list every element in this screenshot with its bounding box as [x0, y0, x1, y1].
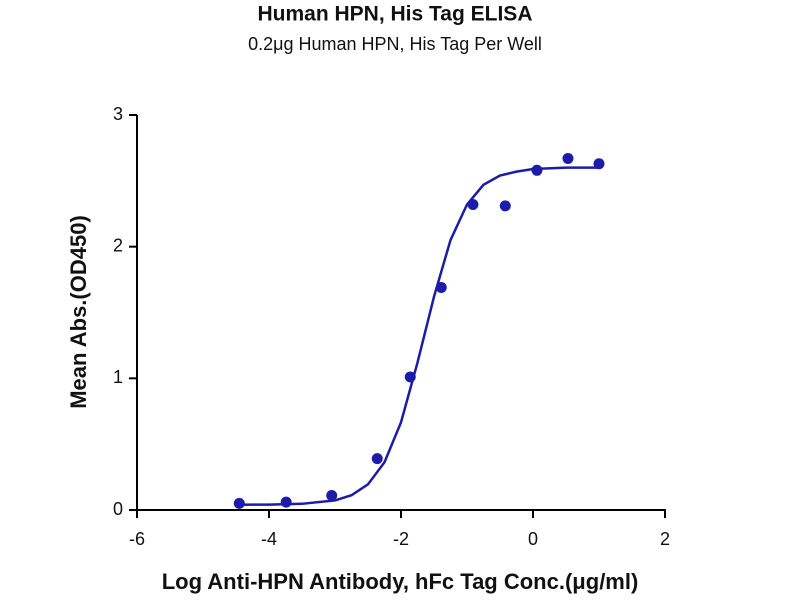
data-point: [371, 453, 383, 465]
x-tick-label: -2: [393, 529, 409, 549]
chart-subtitle: 0.2μg Human HPN, His Tag Per Well: [248, 34, 542, 54]
x-tick-label: 0: [528, 529, 538, 549]
x-axis-title: Log Anti-HPN Antibody, hFc Tag Conc.(μg/…: [162, 569, 639, 594]
y-tick-label: 2: [113, 235, 123, 255]
fit-curve: [235, 166, 599, 506]
x-tick-label: -4: [261, 529, 277, 549]
data-point: [233, 497, 245, 509]
y-tick-label: 1: [113, 367, 123, 387]
chart-title: Human HPN, His Tag ELISA: [258, 3, 533, 26]
y-axis-title: Mean Abs.(OD450): [66, 215, 91, 409]
data-point: [499, 200, 511, 212]
y-tick-label: 0: [113, 499, 123, 519]
data-point: [280, 496, 292, 508]
data-point: [562, 152, 574, 164]
x-tick-label: -6: [129, 529, 145, 549]
data-point: [326, 490, 338, 502]
data-point: [531, 164, 543, 176]
y-tick-label: 3: [113, 104, 123, 124]
x-tick-label: 2: [660, 529, 670, 549]
